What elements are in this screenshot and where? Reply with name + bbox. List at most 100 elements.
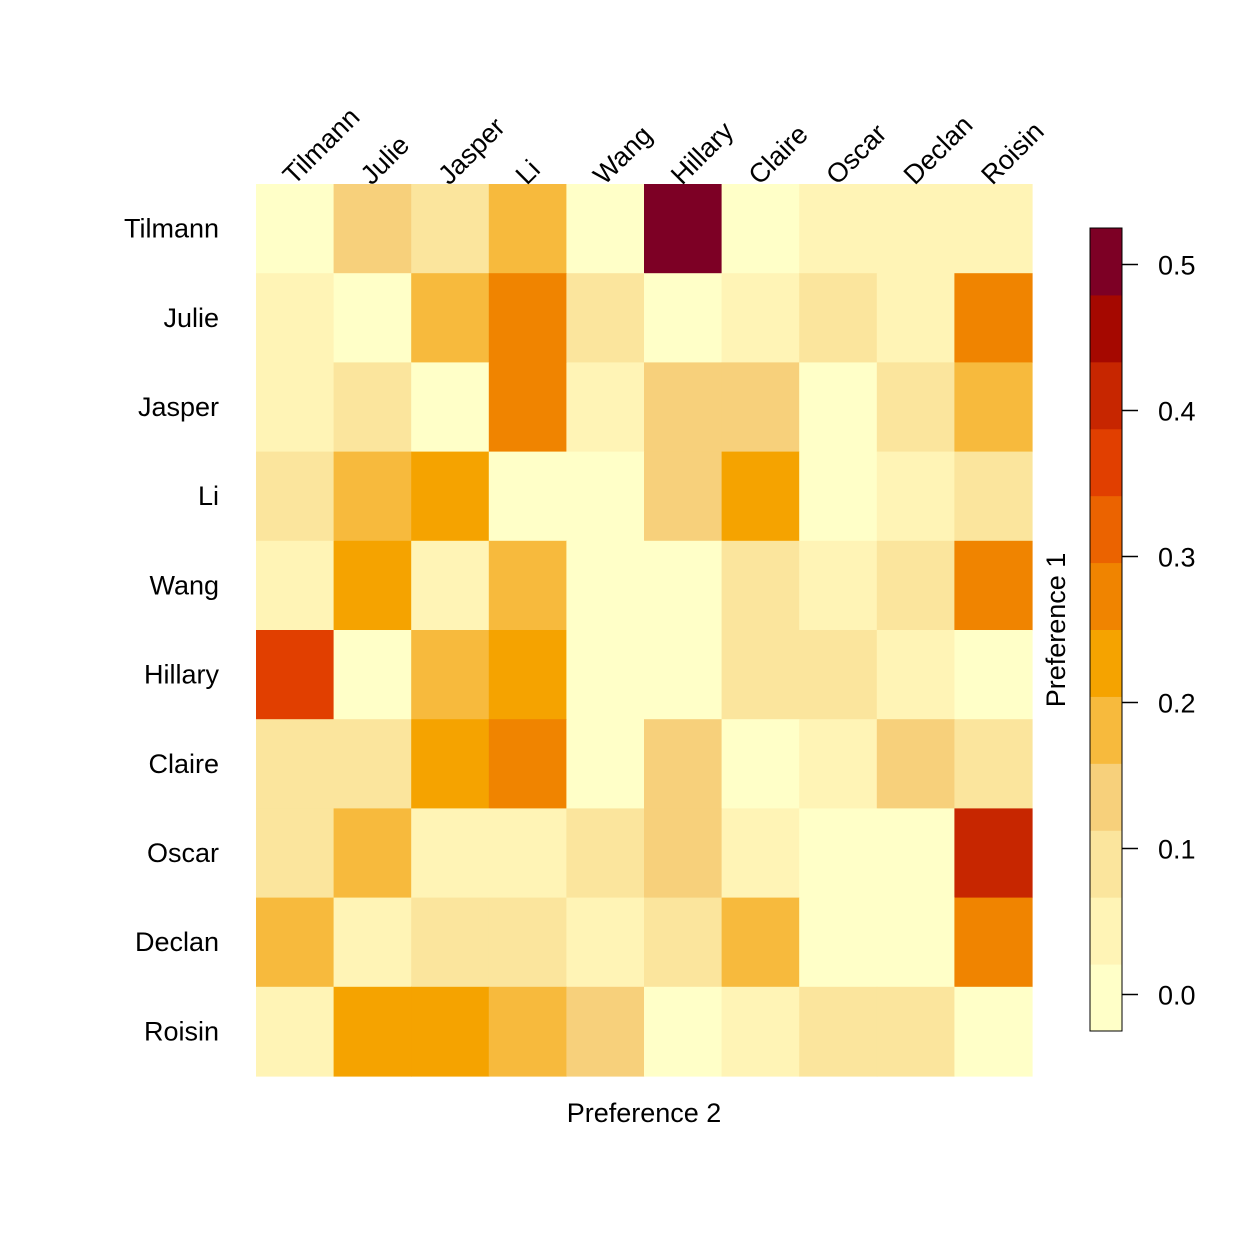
column-label: Declan xyxy=(898,110,979,191)
row-labels: Tilmann Julie Jasper Li Wang Hillary Claire Osc… xyxy=(124,214,220,1047)
heatmap-cell-oscar-roisin xyxy=(954,808,1033,899)
heatmap-cell-julie-wang xyxy=(566,273,645,363)
heatmap-cell-claire-claire xyxy=(721,719,800,809)
heatmap-cell-li-claire xyxy=(721,451,800,542)
heatmap-cell-claire-hillary xyxy=(644,719,723,809)
heatmap-cell-li-hillary xyxy=(644,451,723,542)
colorbar-frame xyxy=(1089,227,1123,1032)
heatmap-cell-oscar-jasper xyxy=(411,808,490,899)
heatmap-cell-jasper-roisin xyxy=(954,362,1033,453)
heatmap-cell-jasper-tilmann xyxy=(256,362,335,453)
heatmap-cell-jasper-oscar xyxy=(799,362,878,453)
heatmap-cell-tilmann-julie xyxy=(333,184,412,274)
colorbar-segment xyxy=(1090,294,1122,363)
heatmap-cell-declan-julie xyxy=(333,897,412,988)
colorbar-tick-label: 0.4 xyxy=(1158,397,1196,427)
colorbar-segment xyxy=(1090,897,1122,965)
heatmap-cell-oscar-li xyxy=(488,808,567,899)
colorbar-segment xyxy=(1090,763,1122,831)
row-label: Jasper xyxy=(138,392,219,422)
heatmap-cell-oscar-oscar xyxy=(799,808,878,899)
heatmap-cell-julie-li xyxy=(488,273,567,363)
colorbar-segment xyxy=(1090,696,1122,764)
heatmap-cell-julie-jasper xyxy=(411,273,490,363)
heatmap-cell-oscar-hillary xyxy=(644,808,723,899)
heatmap-cell-declan-tilmann xyxy=(256,897,335,988)
y-axis-label: Preference 1 xyxy=(1041,553,1071,708)
heatmap-cell-tilmann-roisin xyxy=(954,184,1033,274)
row-label: Claire xyxy=(148,749,219,779)
heatmap-cell-claire-jasper xyxy=(411,719,490,809)
heatmap-cell-li-julie xyxy=(333,451,412,542)
heatmap-cell-julie-claire xyxy=(721,273,800,363)
heatmap-cell-declan-roisin xyxy=(954,897,1033,988)
heatmap-cell-jasper-declan xyxy=(876,362,955,453)
heatmap-cell-hillary-hillary xyxy=(644,630,723,720)
heatmap-cell-declan-wang xyxy=(566,897,645,988)
heatmap-cell-li-jasper xyxy=(411,451,490,542)
heatmap-cell-wang-wang xyxy=(566,540,645,631)
heatmap-cell-oscar-wang xyxy=(566,808,645,899)
heatmap-cell-tilmann-hillary xyxy=(644,184,723,274)
heatmap-cell-claire-wang xyxy=(566,719,645,809)
heatmap-cell-li-declan xyxy=(876,451,955,542)
heatmap-cell-hillary-declan xyxy=(876,630,955,720)
heatmap-cell-hillary-oscar xyxy=(799,630,878,720)
colorbar-tick-label: 0.5 xyxy=(1158,251,1196,281)
heatmap-cell-jasper-julie xyxy=(333,362,412,453)
heatmap-cell-tilmann-declan xyxy=(876,184,955,274)
colorbar-segment xyxy=(1090,495,1122,564)
colorbar: 0.0 0.1 0.2 0.3 0.4 0.5 xyxy=(1089,227,1196,1032)
heatmap-cell-tilmann-claire xyxy=(721,184,800,274)
heatmap-cell-declan-hillary xyxy=(644,897,723,988)
heatmap-cell-claire-declan xyxy=(876,719,955,809)
heatmap-cell-jasper-wang xyxy=(566,362,645,453)
heatmap-cell-roisin-tilmann xyxy=(256,986,335,1077)
heatmap-cell-declan-oscar xyxy=(799,897,878,988)
heatmap-cell-oscar-julie xyxy=(333,808,412,899)
heatmap-cell-claire-li xyxy=(488,719,567,809)
heatmap-cell-oscar-claire xyxy=(721,808,800,899)
x-axis-label: Preference 2 xyxy=(567,1098,722,1128)
column-label: Wang xyxy=(587,120,657,190)
heatmap-cell-oscar-tilmann xyxy=(256,808,335,899)
row-label: Hillary xyxy=(144,660,220,690)
heatmap-cell-jasper-jasper xyxy=(411,362,490,453)
heatmap-cell-li-tilmann xyxy=(256,451,335,542)
row-label: Tilmann xyxy=(124,214,219,244)
heatmap-cell-li-oscar xyxy=(799,451,878,542)
heatmap-cell-li-li xyxy=(488,451,567,542)
heatmap-cell-hillary-jasper xyxy=(411,630,490,720)
heatmap-cell-roisin-declan xyxy=(876,986,955,1077)
colorbar-segment xyxy=(1090,361,1122,430)
heatmap-cell-claire-julie xyxy=(333,719,412,809)
heatmap-cell-roisin-oscar xyxy=(799,986,878,1077)
heatmap-cell-julie-oscar xyxy=(799,273,878,363)
heatmap-cell-julie-julie xyxy=(333,273,412,363)
colorbar-segment xyxy=(1090,228,1122,296)
colorbar-segment xyxy=(1090,964,1122,1032)
heatmap-cell-wang-tilmann xyxy=(256,540,335,631)
heatmap-cell-tilmann-jasper xyxy=(411,184,490,274)
heatmap-cell-roisin-julie xyxy=(333,986,412,1077)
colorbar-segment xyxy=(1090,562,1122,630)
heatmap-cell-tilmann-oscar xyxy=(799,184,878,274)
heatmap-cell-tilmann-wang xyxy=(566,184,645,274)
colorbar-segment xyxy=(1090,629,1122,697)
row-label: Oscar xyxy=(147,838,219,868)
colorbar-tick-label: 0.1 xyxy=(1158,835,1196,865)
heatmap-cell-julie-roisin xyxy=(954,273,1033,363)
heatmap-cell-tilmann-li xyxy=(488,184,567,274)
heatmap-cell-julie-tilmann xyxy=(256,273,335,363)
colorbar-segment xyxy=(1090,428,1122,497)
heatmap-cell-roisin-jasper xyxy=(411,986,490,1077)
heatmap-cell-claire-oscar xyxy=(799,719,878,809)
column-label: Roisin xyxy=(975,116,1049,190)
heatmap-cell-wang-declan xyxy=(876,540,955,631)
colorbar-tick-label: 0.2 xyxy=(1158,689,1196,719)
colorbar-segment xyxy=(1090,830,1122,898)
row-label: Wang xyxy=(149,570,219,600)
heatmap-cell-tilmann-tilmann xyxy=(256,184,335,274)
heatmap-cell-roisin-wang xyxy=(566,986,645,1077)
